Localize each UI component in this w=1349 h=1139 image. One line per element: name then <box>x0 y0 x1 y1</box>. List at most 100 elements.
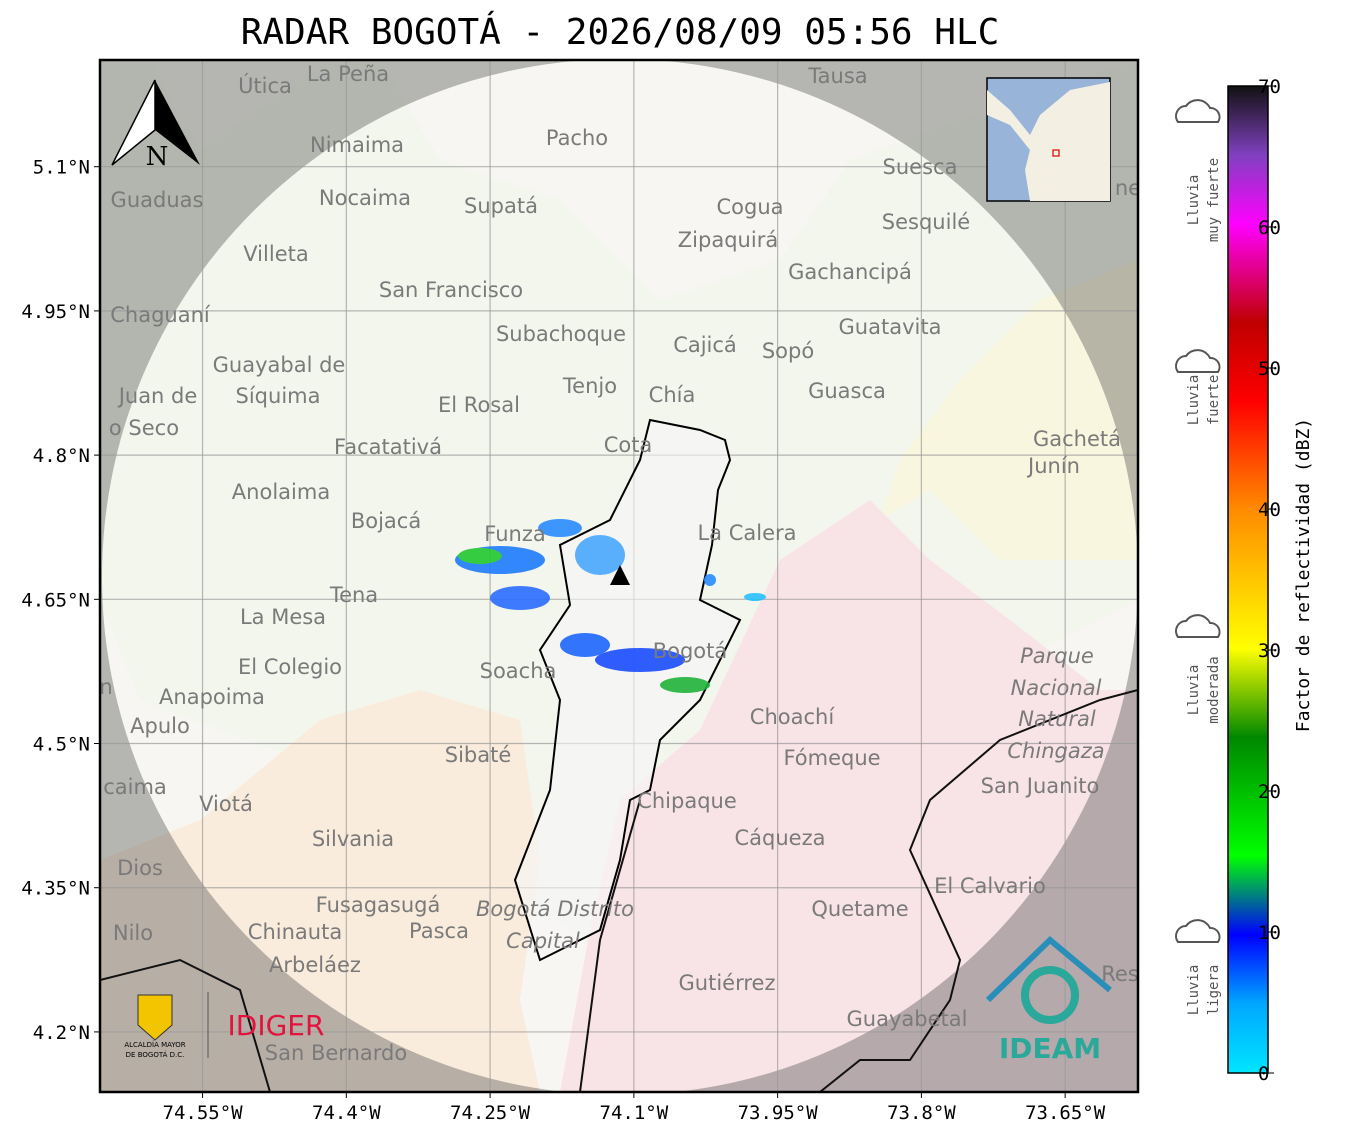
place-label: La Calera <box>697 521 796 545</box>
rain-category-label: muy fuerte <box>1206 158 1222 242</box>
rain-category-label: Lluvia <box>1186 175 1202 226</box>
radar-echoes <box>455 519 766 693</box>
rain-category: Lluvia fuerte <box>1175 349 1222 426</box>
map-frame <box>98 58 1140 1094</box>
colorbar-tick-label: 30 <box>1258 640 1281 662</box>
x-tick-label: 74.4°W <box>312 1102 381 1124</box>
place-label: Apulo <box>130 714 190 738</box>
map: La Peña Útica Tausa Pacho Nimaima Suesca Guadu… <box>99 60 1141 1092</box>
place-label: Síquima <box>236 384 321 408</box>
x-tick-label: 73.95°W <box>738 1102 819 1124</box>
place-label: San Francisco <box>379 278 523 302</box>
place-label: Anapoima <box>159 685 265 709</box>
colorbar-tick-label: 50 <box>1258 358 1281 380</box>
place-label: Nilo <box>113 921 153 945</box>
rain-category-label: Lluvia <box>1186 665 1202 716</box>
y-tick-label: 4.8°N <box>33 445 90 467</box>
place-label: Chipaque <box>637 789 737 813</box>
place-label: Nacional <box>1011 676 1102 700</box>
x-tick-label: 73.8°W <box>887 1102 956 1124</box>
place-label: Zipaquirá <box>678 228 778 252</box>
place-label: Junín <box>1026 454 1080 478</box>
place-label: Choachí <box>750 705 836 729</box>
x-tick-label: 73.65°W <box>1025 1102 1106 1124</box>
places: La Peña Útica Tausa Pacho Nimaima Suesca Guadu… <box>99 62 1141 1065</box>
title: RADAR BOGOTÁ - 2026/08/09 05:56 HLC <box>241 11 1000 53</box>
rain-category-label: moderada <box>1206 656 1222 723</box>
colorbar-tick-label: 40 <box>1258 499 1281 521</box>
logo-ideam-text: IDEAM <box>999 1032 1101 1065</box>
place-label: Guasca <box>808 379 886 403</box>
y-tick-label: 4.2°N <box>33 1022 90 1044</box>
x-tick-label: 74.1°W <box>600 1102 669 1124</box>
place-label: Chaguaní <box>110 303 211 327</box>
north-arrow: N <box>111 79 200 172</box>
rain-category-label: fuerte <box>1206 375 1222 426</box>
place-label: Tena <box>329 583 378 607</box>
rain-icon <box>1175 349 1221 373</box>
y-tick-label: 4.65°N <box>21 589 90 611</box>
y-tick-label: 4.5°N <box>33 734 90 756</box>
rain-category: Lluvia muy fuerte <box>1175 99 1222 242</box>
region-pink <box>560 500 1138 1092</box>
place-label: caima <box>103 775 167 799</box>
place-label: Cáqueza <box>735 826 826 850</box>
rain-icon <box>1175 99 1221 123</box>
rain-category: Lluvia ligera <box>1175 919 1222 1016</box>
place-label: Guatavita <box>839 315 942 339</box>
inset-map <box>986 77 1111 202</box>
bogota-boundary <box>513 418 742 962</box>
place-label: Guayabal de <box>213 353 346 377</box>
region-orange <box>100 690 540 1092</box>
place-label: Gachancipá <box>788 260 912 284</box>
place-label: El Colegio <box>238 655 342 679</box>
logo-bogota: ALCALDÍA MAYOR DE BOGOTÁ D.C. IDIGER <box>124 992 324 1059</box>
place-label: n <box>99 675 112 699</box>
place-label: Soacha <box>480 659 557 683</box>
place-label: Guaduas <box>111 188 204 212</box>
place-label: Anolaima <box>232 480 330 504</box>
place-label: Nimaima <box>310 133 404 157</box>
colorbar <box>1227 85 1269 1074</box>
radar-site <box>610 565 630 585</box>
north-label: N <box>146 142 169 172</box>
place-label: Facatativá <box>334 435 442 459</box>
place-label: Guayabetal <box>847 1007 968 1031</box>
rain-icon <box>1175 614 1221 638</box>
y-tick-label: 4.95°N <box>21 301 90 323</box>
place-label: Bojacá <box>351 509 421 533</box>
colorbar-tick-label: 60 <box>1258 217 1281 239</box>
place-label: Sesquilé <box>882 210 970 234</box>
place-label: La Mesa <box>240 605 326 629</box>
place-label: Gachetá <box>1033 427 1121 451</box>
y-tick-label: 5.1°N <box>33 157 90 179</box>
place-label: Cajicá <box>673 333 737 357</box>
place-label: Funza <box>484 522 545 546</box>
place-label: Tenjo <box>562 374 617 398</box>
rain-category-label: Lluvia <box>1186 375 1202 426</box>
place-label: La Peña <box>307 62 389 86</box>
place-label: Pasca <box>409 919 469 943</box>
place-label: Arbeláez <box>269 953 361 977</box>
place-label: Nocaima <box>319 186 411 210</box>
colorbar-label: Factor de reflectividad (dBZ) <box>1293 418 1314 732</box>
place-label: Cota <box>604 433 653 457</box>
x-tick-label: 74.55°W <box>163 1102 244 1124</box>
place-label: o Seco <box>109 416 179 440</box>
place-label: Capital <box>506 929 580 953</box>
place-label: Bogotá <box>653 639 728 663</box>
place-label: Supatá <box>464 194 538 218</box>
rain-category-label: Lluvia <box>1186 965 1202 1016</box>
logo-ideam: IDEAM <box>985 935 1112 1065</box>
place-label: Sibaté <box>445 743 512 767</box>
logo-text: ALCALDÍA MAYOR <box>124 1040 185 1049</box>
boundaries <box>100 689 1138 1092</box>
colorbar-tick-label: 10 <box>1258 922 1281 944</box>
place-label: Fusagasugá <box>316 893 441 917</box>
place-label: Gutiérrez <box>679 971 776 995</box>
place-label: Útica <box>238 73 292 98</box>
place-label: Chinauta <box>248 920 342 944</box>
place-label: ne <box>1115 176 1141 200</box>
